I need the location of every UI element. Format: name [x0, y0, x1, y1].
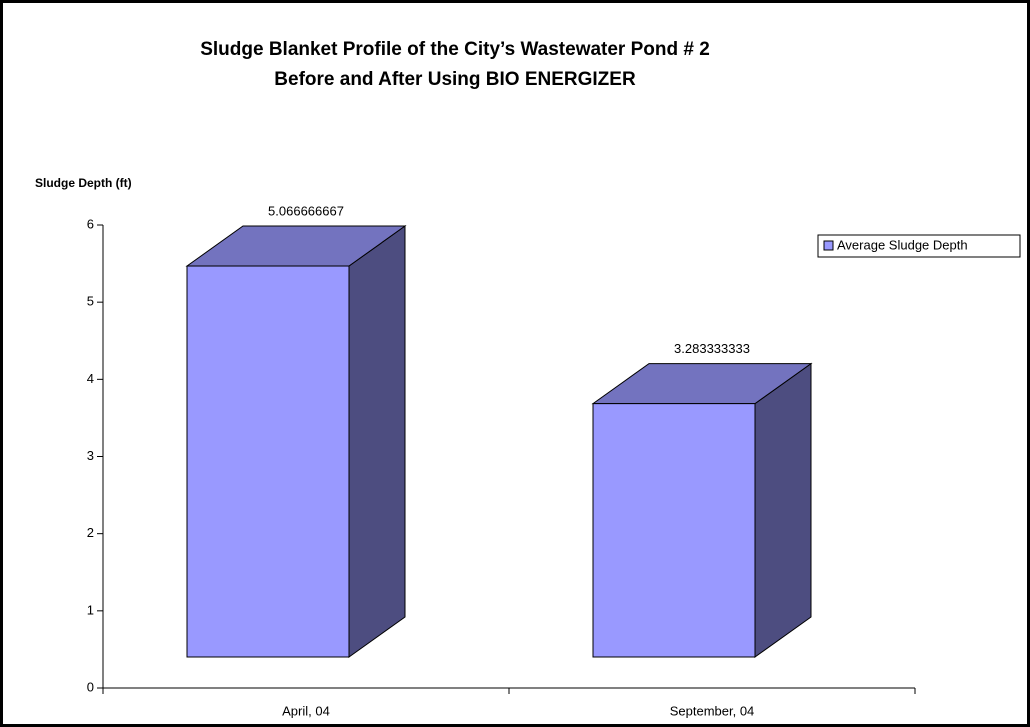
chart-title: Sludge Blanket Profile of the City’s Was…: [200, 39, 710, 60]
x-tick-label: September, 04: [670, 703, 755, 718]
value-label: 3.283333333: [674, 341, 750, 356]
value-label: 5.066666667: [268, 203, 344, 218]
chart-title: Before and After Using BIO ENERGIZER: [274, 69, 636, 90]
bar-side: [754, 362, 812, 658]
x-tick-label: April, 04: [282, 703, 330, 718]
bar-side: [348, 225, 406, 658]
y-tick-label: 3: [87, 448, 94, 463]
bar: [592, 403, 756, 658]
y-axis-title: Sludge Depth (ft): [35, 176, 132, 190]
y-tick-label: 2: [87, 525, 94, 540]
legend-label: Average Sludge Depth: [837, 237, 968, 252]
y-tick-label: 5: [87, 294, 94, 309]
legend-box: [817, 234, 1021, 258]
y-tick-label: 1: [87, 602, 94, 617]
legend-swatch: [823, 240, 834, 251]
y-tick-label: 0: [87, 679, 94, 694]
bar: [186, 265, 350, 658]
y-tick-label: 4: [87, 371, 94, 386]
y-tick-label: 6: [87, 216, 94, 231]
